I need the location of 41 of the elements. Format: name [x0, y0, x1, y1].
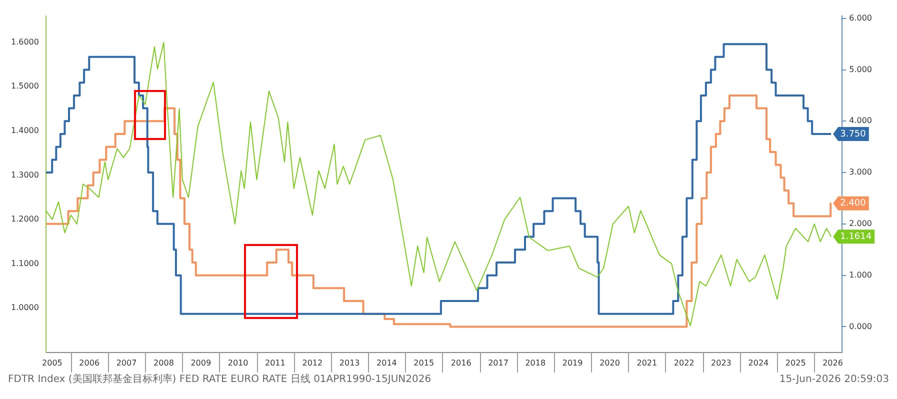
- y2-tick-label: 2.000: [849, 219, 872, 228]
- x-tick-label: 2017: [488, 358, 508, 368]
- x-tick-label: 2009: [190, 358, 212, 368]
- y-tick-label: 1.4000: [10, 126, 39, 136]
- x-tick-label: 2018: [525, 358, 546, 368]
- y2-tick-label: 3.000: [849, 168, 872, 177]
- y2-tick-label: 0.000: [849, 322, 872, 331]
- x-tick-label: 2015: [414, 358, 434, 368]
- x-tick-label: 2010: [228, 358, 248, 368]
- y-tick-label: 1.0000: [10, 303, 39, 312]
- x-tick-label: 2016: [450, 358, 472, 368]
- x-tick-label: 2011: [264, 358, 286, 368]
- data-label: 2.400: [840, 198, 866, 209]
- x-tick-label: 2019: [562, 358, 583, 368]
- x-tick-label: 2014: [376, 358, 397, 368]
- x-tick-label: 2023: [711, 358, 732, 368]
- text: FDTR Index (美国联邦基金目标利率) FED RATE EURO RATE 日线 01APR1990-15JUN2026: [8, 374, 432, 386]
- y-tick-label: 1.5000: [10, 82, 39, 91]
- y-tick-label: 1.6000: [10, 37, 39, 46]
- x-tick-label: 2022: [674, 358, 694, 368]
- x-tick-label: 2025: [785, 358, 806, 368]
- y-tick-label: 1.2000: [10, 214, 39, 224]
- x-tick-label: 2012: [302, 358, 323, 368]
- x-tick-label: 2008: [154, 358, 174, 368]
- y-tick-label: 1.3000: [10, 170, 39, 180]
- text: 15-Jun-2026 20:59:03: [779, 374, 889, 386]
- y2-tick-label: 1.000: [849, 270, 872, 280]
- x-tick-label: 2026: [822, 358, 843, 368]
- x-tick-label: 2024: [748, 358, 769, 368]
- x-tick-label: 2013: [339, 358, 360, 368]
- x-tick-label: 2021: [636, 358, 658, 368]
- data-label: 1.1614: [840, 232, 872, 242]
- x-tick-label: 2007: [116, 358, 137, 368]
- y-tick-label: 1.1000: [10, 258, 39, 268]
- data-label: 3.750: [840, 129, 866, 140]
- y2-tick-label: 6.000: [849, 13, 872, 22]
- y2-tick-label: 4.000: [849, 116, 872, 126]
- x-tick-label: 2020: [600, 358, 620, 368]
- x-tick-label: 2005: [42, 358, 62, 368]
- y2-tick-label: 5.000: [849, 64, 872, 74]
- x-tick-label: 2006: [79, 358, 100, 368]
